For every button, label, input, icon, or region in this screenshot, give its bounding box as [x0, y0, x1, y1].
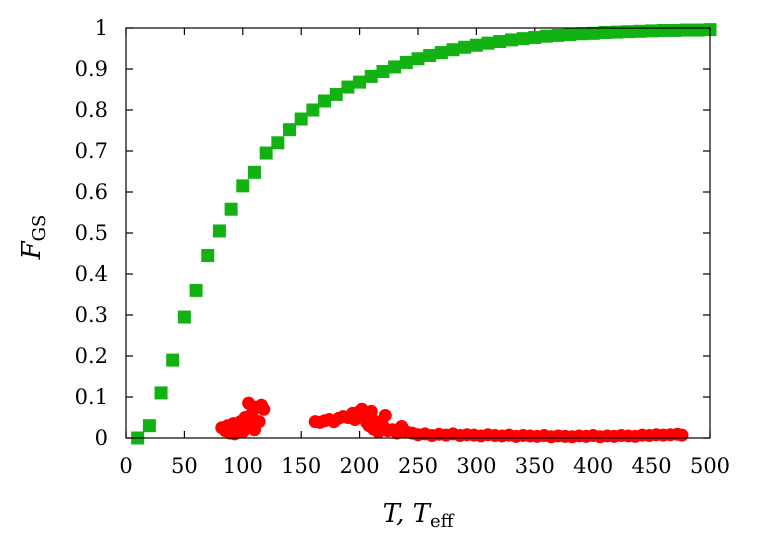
- x-tick-label: 50: [171, 454, 198, 478]
- y-tick-label: 0.9: [75, 57, 108, 81]
- square-point: [318, 94, 332, 108]
- x-tick-label: 400: [573, 454, 613, 478]
- square-point: [598, 26, 612, 40]
- square-point: [294, 112, 308, 126]
- square-point: [212, 224, 226, 238]
- square-point: [539, 29, 553, 43]
- square-point: [177, 310, 191, 324]
- y-tick-label: 0.4: [75, 262, 108, 286]
- square-point: [411, 52, 425, 66]
- square-point: [516, 32, 530, 46]
- square-point: [458, 40, 472, 54]
- x-tick-label: 250: [398, 454, 438, 478]
- square-point: [154, 386, 168, 400]
- square-point: [329, 87, 343, 101]
- y-tick-label: 0.2: [75, 344, 108, 368]
- y-tick-label: 0: [95, 426, 108, 450]
- square-point: [341, 80, 355, 94]
- square-point: [224, 202, 238, 216]
- square-point: [493, 35, 507, 49]
- x-tick-label: 300: [456, 454, 496, 478]
- square-point: [283, 123, 297, 137]
- x-tick-label: 500: [690, 454, 730, 478]
- y-tick-label: 0.6: [75, 180, 108, 204]
- tick-labels: 0 50 100 150 200 250 300 350 400 450 500 0 0.1 0.2 0.3…: [75, 16, 730, 478]
- square-point: [680, 23, 694, 37]
- square-point: [481, 36, 495, 50]
- y-tick-label: 0.5: [75, 221, 108, 245]
- x-tick-label: 350: [515, 454, 555, 478]
- square-point: [551, 28, 565, 42]
- square-point: [434, 46, 448, 60]
- circle-point: [364, 404, 378, 418]
- y-tick-label: 0.8: [75, 98, 108, 122]
- x-tick-label: 200: [340, 454, 380, 478]
- y-tick-label: 0.3: [75, 303, 108, 327]
- square-point: [528, 30, 542, 44]
- x-axis-label: T, Teff: [383, 499, 455, 532]
- square-point: [201, 249, 215, 263]
- square-point: [247, 165, 261, 179]
- square-point: [423, 48, 437, 62]
- circle-series: [215, 396, 689, 444]
- circle-point: [252, 415, 266, 429]
- circle-point: [257, 402, 271, 416]
- square-point: [610, 25, 624, 39]
- square-point: [633, 24, 647, 38]
- y-tick-label: 0.7: [75, 139, 108, 163]
- x-tick-label: 100: [223, 454, 263, 478]
- square-point: [364, 69, 378, 83]
- x-tick-label: 0: [119, 454, 132, 478]
- square-point: [446, 43, 460, 57]
- y-tick-label: 1: [95, 16, 108, 40]
- square-point: [399, 55, 413, 69]
- square-point: [142, 419, 156, 433]
- square-point: [586, 26, 600, 40]
- x-tick-label: 450: [632, 454, 672, 478]
- square-point: [575, 27, 589, 41]
- square-point: [306, 103, 320, 117]
- circle-point: [378, 408, 392, 422]
- circle-point: [675, 428, 689, 442]
- square-point: [469, 38, 483, 52]
- square-point: [259, 146, 273, 160]
- square-point: [271, 136, 285, 150]
- square-point: [166, 353, 180, 367]
- square-point: [563, 28, 577, 42]
- square-series: [131, 23, 717, 445]
- square-point: [189, 283, 203, 297]
- square-point: [236, 179, 250, 193]
- plot-frame: [125, 27, 711, 439]
- square-point: [645, 24, 659, 38]
- data-marks: [131, 23, 717, 445]
- y-axis-label: FGS: [17, 215, 50, 261]
- square-point: [353, 75, 367, 89]
- y-tick-label: 0.1: [75, 385, 108, 409]
- square-point: [376, 64, 390, 78]
- square-point: [691, 23, 705, 37]
- square-point: [388, 60, 402, 74]
- square-point: [656, 23, 670, 37]
- square-point: [668, 23, 682, 37]
- x-tick-label: 150: [281, 454, 321, 478]
- square-point: [504, 33, 518, 47]
- square-point: [621, 25, 635, 39]
